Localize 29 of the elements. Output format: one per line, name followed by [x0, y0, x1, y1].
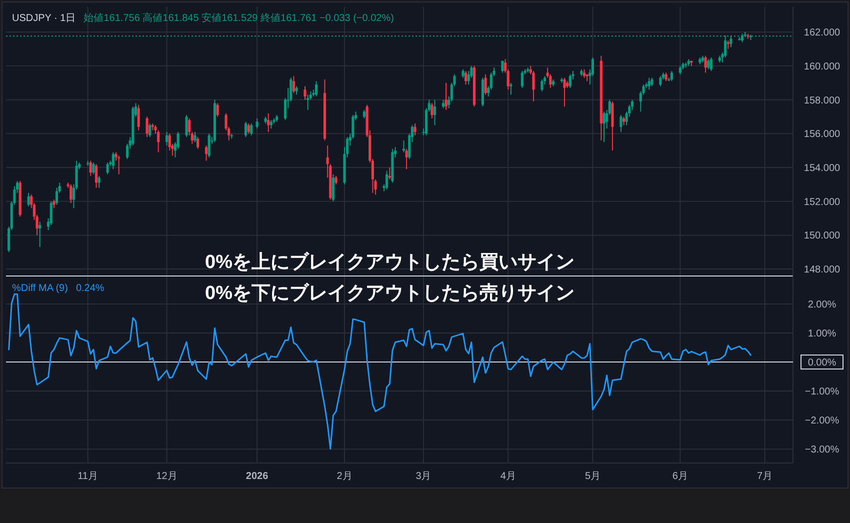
y-tick-label: 2.00% — [808, 299, 836, 310]
y-tick-label: −1.00% — [804, 386, 840, 398]
series-label: %Diff MA (9) — [12, 283, 68, 294]
y-tick-label: 148.000 — [804, 264, 841, 276]
x-tick-label: 12月 — [156, 471, 178, 482]
x-tick-label: 2月 — [336, 471, 352, 482]
text: 始値161.756 高値161.845 安値161.529 終値161.761 −0.033 (−0.02%) — [84, 12, 394, 24]
y-tick-label: 152.000 — [804, 196, 841, 208]
y-tick-label: 154.000 — [804, 162, 841, 174]
x-tick-label: 7月 — [757, 471, 773, 482]
x-tick-label: 4月 — [500, 471, 516, 482]
y-tick-label: −2.00% — [804, 416, 840, 427]
y-tick-label: −3.00% — [804, 444, 840, 456]
ref-line-label: 0.00% — [808, 358, 836, 369]
y-tick-label: 162.000 — [804, 28, 841, 39]
x-tick-label: 3月 — [416, 471, 432, 482]
x-tick-label: 5月 — [584, 471, 601, 482]
y-tick-label: 156.000 — [804, 129, 841, 140]
text: USDJPY · 1日 — [12, 13, 76, 24]
y-tick-label: 158.000 — [804, 95, 841, 106]
y-tick-label: 1.00% — [808, 328, 836, 340]
annotation: 0%を下にブレイクアウトしたら売りサイン — [205, 282, 574, 304]
x-tick-label: 11月 — [78, 471, 98, 482]
y-tick-label: 160.000 — [804, 61, 841, 72]
annotation: 0.24% — [76, 283, 104, 294]
y-tick-label: 150.000 — [804, 230, 841, 242]
x-tick-label: 6月 — [672, 471, 688, 482]
annotation: 0%を上にブレイクアウトしたら買いサイン — [205, 251, 574, 273]
x-tick-label: 2026 — [246, 471, 269, 482]
